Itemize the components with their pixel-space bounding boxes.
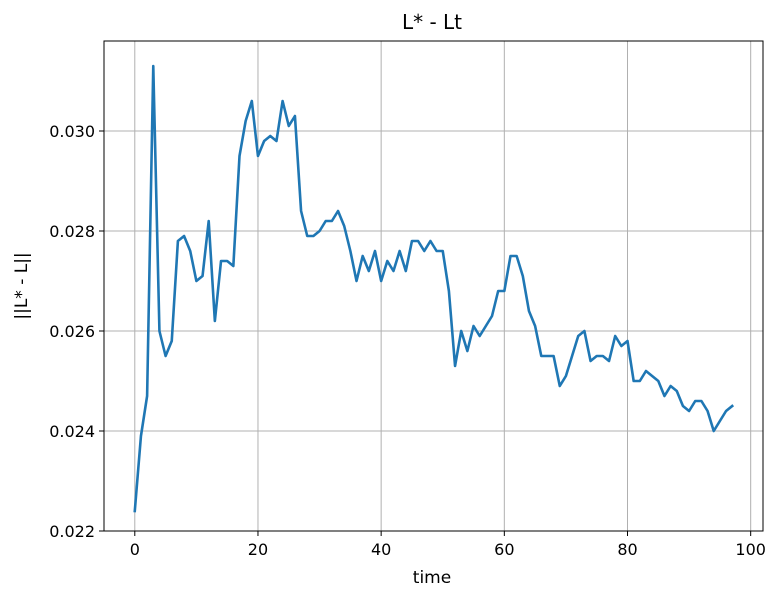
chart-title: L* - Lt <box>402 10 462 34</box>
x-tick-label: 20 <box>248 540 268 559</box>
x-tick-label: 60 <box>494 540 514 559</box>
y-axis-label: ||L* - L|| <box>12 252 32 319</box>
series-layer <box>133 64 735 513</box>
y-tick-label: 0.022 <box>49 522 95 541</box>
x-tick-label: 80 <box>617 540 637 559</box>
x-axis-label: time <box>413 568 451 588</box>
y-tick-label: 0.024 <box>49 422 95 441</box>
y-tick-label: 0.028 <box>49 222 95 241</box>
x-tick-label: 100 <box>735 540 766 559</box>
series-line <box>133 64 735 513</box>
x-tick-label: 0 <box>130 540 140 559</box>
x-axis-ticks: 0 20 40 60 80 100 <box>130 531 766 559</box>
grid <box>104 41 763 532</box>
y-tick-label: 0.026 <box>49 322 95 341</box>
plot-frame <box>103 40 764 532</box>
y-axis-ticks: 0.022 0.024 0.026 0.028 0.030 <box>49 122 104 541</box>
x-tick-label: 40 <box>371 540 391 559</box>
y-tick-label: 0.030 <box>49 122 95 141</box>
